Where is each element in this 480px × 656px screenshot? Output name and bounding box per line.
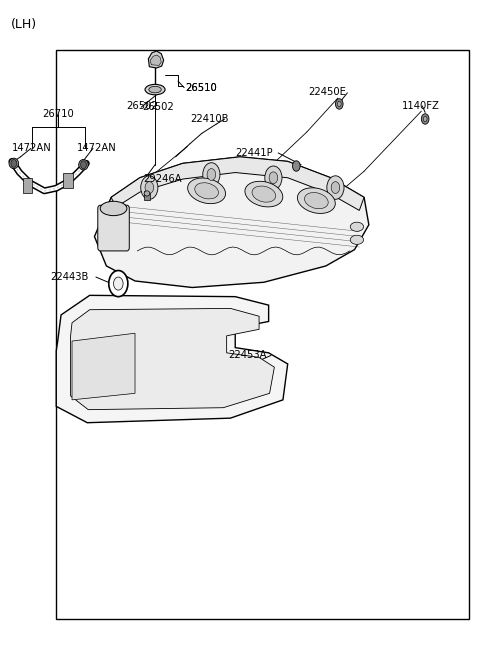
Circle shape — [145, 182, 154, 194]
Text: 26502: 26502 — [142, 102, 174, 112]
Text: 22441P: 22441P — [235, 148, 273, 158]
Text: 1472AN: 1472AN — [12, 144, 52, 154]
Bar — [23, 178, 33, 194]
Ellipse shape — [350, 236, 364, 245]
Text: 22443B: 22443B — [50, 272, 88, 282]
Bar — [56, 51, 469, 619]
Circle shape — [114, 277, 123, 290]
Text: 1472AN: 1472AN — [77, 144, 117, 154]
Text: 26710: 26710 — [42, 109, 73, 119]
Circle shape — [203, 163, 220, 186]
Text: 29246A: 29246A — [144, 174, 182, 184]
Polygon shape — [56, 295, 288, 422]
Circle shape — [327, 176, 344, 199]
Ellipse shape — [195, 183, 218, 199]
Ellipse shape — [144, 191, 150, 196]
Circle shape — [141, 176, 158, 199]
Circle shape — [421, 113, 429, 124]
Ellipse shape — [79, 159, 88, 170]
FancyBboxPatch shape — [98, 205, 129, 251]
Text: (LH): (LH) — [11, 18, 37, 31]
Polygon shape — [95, 157, 369, 287]
Text: 26502: 26502 — [126, 101, 158, 111]
Circle shape — [292, 161, 300, 171]
Ellipse shape — [245, 181, 283, 207]
Text: 22410B: 22410B — [190, 114, 228, 124]
Bar — [63, 173, 73, 188]
Circle shape — [331, 182, 340, 194]
Text: 1140FZ: 1140FZ — [402, 101, 440, 111]
Text: 26510: 26510 — [185, 83, 217, 92]
Ellipse shape — [145, 85, 165, 95]
Text: 26510: 26510 — [185, 83, 217, 92]
Circle shape — [109, 270, 128, 297]
Polygon shape — [111, 157, 364, 211]
Circle shape — [207, 169, 216, 180]
Polygon shape — [148, 51, 164, 68]
Circle shape — [269, 172, 278, 184]
Ellipse shape — [252, 186, 276, 202]
Bar — [144, 191, 150, 200]
Circle shape — [336, 98, 343, 109]
Ellipse shape — [9, 158, 19, 169]
Ellipse shape — [100, 201, 127, 216]
Ellipse shape — [304, 192, 328, 209]
Ellipse shape — [188, 178, 226, 203]
Polygon shape — [72, 333, 135, 400]
Text: 22450E: 22450E — [308, 87, 346, 96]
Ellipse shape — [350, 222, 364, 232]
Polygon shape — [71, 308, 275, 409]
Circle shape — [265, 166, 282, 190]
Ellipse shape — [149, 87, 161, 93]
Text: 22453A: 22453A — [228, 350, 266, 360]
Circle shape — [11, 159, 17, 167]
Circle shape — [337, 101, 341, 106]
Ellipse shape — [298, 188, 336, 213]
Circle shape — [81, 161, 86, 169]
Polygon shape — [150, 55, 161, 66]
Circle shape — [423, 116, 427, 121]
